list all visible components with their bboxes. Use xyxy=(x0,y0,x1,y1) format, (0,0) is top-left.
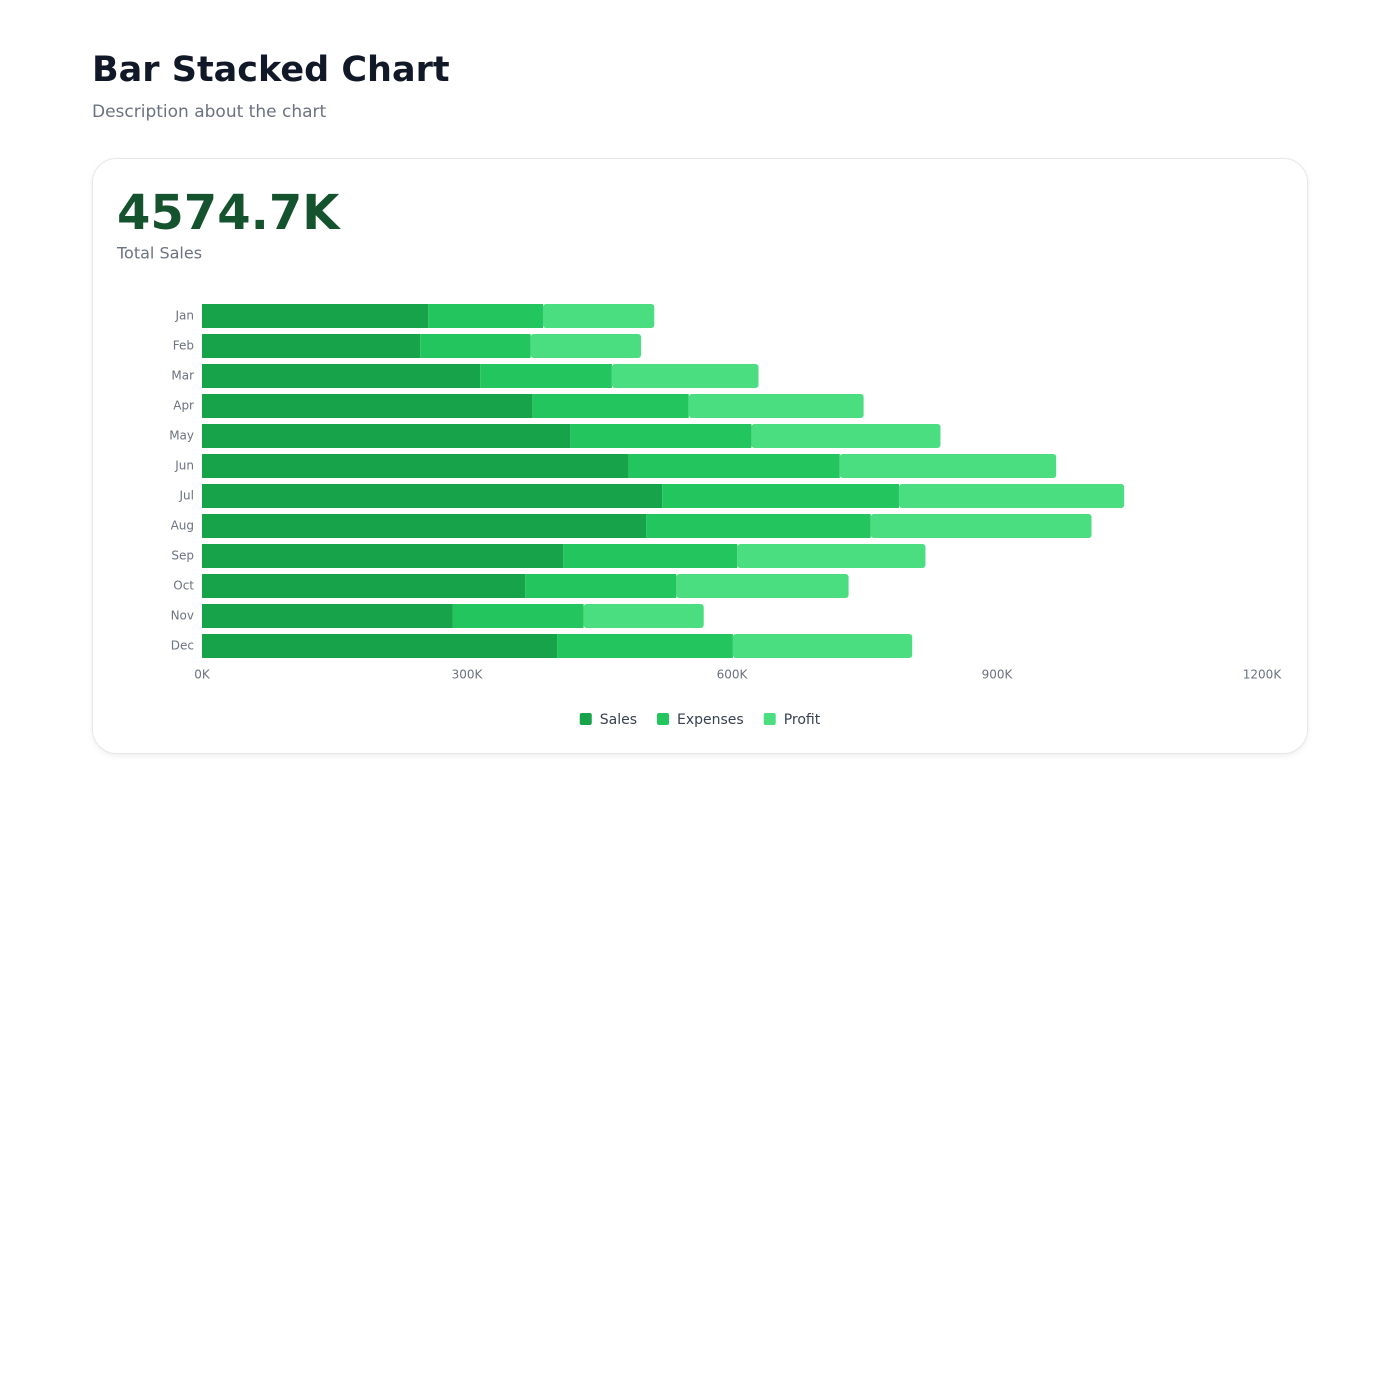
bar-segment xyxy=(870,514,1092,538)
x-tick-label: 600K xyxy=(717,668,749,682)
y-tick-label: Jul xyxy=(179,489,194,503)
legend-label: Profit xyxy=(784,712,821,728)
bar-segment xyxy=(532,394,689,418)
x-tick-label: 0K xyxy=(194,668,211,682)
kpi-value: 4574.7K xyxy=(117,185,341,241)
bar-segment xyxy=(202,334,421,358)
bar-segment xyxy=(570,424,752,448)
page-subtitle: Description about the chart xyxy=(92,102,327,122)
bar-segment xyxy=(628,454,840,478)
x-tick-label: 1200K xyxy=(1243,668,1283,682)
bar-segment xyxy=(662,484,899,508)
y-tick-label: Apr xyxy=(173,399,194,413)
bar-segment xyxy=(525,574,677,598)
legend-swatch xyxy=(579,713,592,725)
bar-segment xyxy=(202,364,481,388)
bar-segment xyxy=(751,424,941,448)
bar-segment xyxy=(583,604,704,628)
bar-segment xyxy=(732,634,913,658)
bar-segment xyxy=(676,574,849,598)
y-tick-label: May xyxy=(169,429,194,443)
legend-label: Expenses xyxy=(677,712,744,728)
bar-segment xyxy=(557,634,733,658)
bar-segment xyxy=(646,514,871,538)
bar-segment xyxy=(202,604,453,628)
x-tick-label: 900K xyxy=(982,668,1014,682)
bar-segment xyxy=(898,484,1125,508)
legend-label: Sales xyxy=(600,712,637,728)
bar-segment xyxy=(563,544,738,568)
y-tick-label: Feb xyxy=(173,339,194,353)
y-tick-label: Sep xyxy=(171,549,194,563)
legend-swatch xyxy=(657,713,670,725)
y-tick-label: Nov xyxy=(171,609,194,623)
bar-segment xyxy=(202,634,558,658)
bar-segment xyxy=(202,424,571,448)
y-tick-label: Dec xyxy=(171,639,194,653)
bar-segment xyxy=(530,334,642,358)
bar-segment xyxy=(737,544,926,568)
bar-segment xyxy=(420,334,531,358)
kpi-label: Total Sales xyxy=(116,244,202,263)
bar-segment xyxy=(611,364,759,388)
y-tick-label: Mar xyxy=(171,369,194,383)
x-tick-label: 300K xyxy=(452,668,484,682)
bar-segment xyxy=(202,484,663,508)
bar-segment xyxy=(480,364,612,388)
bar-segment xyxy=(202,454,629,478)
bar-segment xyxy=(202,304,429,328)
y-tick-label: Aug xyxy=(171,519,194,533)
bar-segment xyxy=(428,304,543,328)
y-tick-label: Jan xyxy=(175,309,195,323)
bar-segment xyxy=(839,454,1057,478)
bar-segment xyxy=(202,574,526,598)
bar-segment xyxy=(542,304,655,328)
y-tick-label: Jun xyxy=(174,459,194,473)
bar-segment xyxy=(688,394,864,418)
bar-segment xyxy=(202,514,647,538)
bar-segment xyxy=(202,544,564,568)
bar-segment xyxy=(202,394,533,418)
legend-swatch xyxy=(763,713,776,725)
y-tick-label: Oct xyxy=(173,579,194,593)
page-title: Bar Stacked Chart xyxy=(92,50,450,90)
bar-segment xyxy=(452,604,584,628)
